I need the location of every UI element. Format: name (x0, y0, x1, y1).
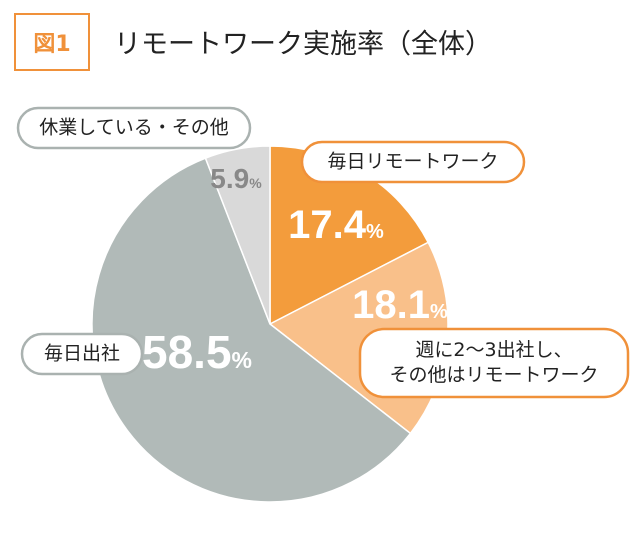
slice-value-label-2: 58.5% (142, 326, 252, 378)
slice-value-label-1: 18.1% (352, 283, 448, 327)
figure-title: リモートワーク実施率（全体） (114, 29, 492, 60)
figure-number-badge: 図1 (14, 13, 90, 71)
slice-callout-3: 休業している・その他 (16, 106, 252, 150)
slice-callout-1: 週に2〜3出社し、その他はリモートワーク (358, 327, 630, 399)
slice-value-label-0: 17.4% (288, 203, 384, 247)
slice-category-label-3: 休業している・その他 (39, 117, 228, 139)
slice-category-label-2: 毎日出社 (44, 343, 120, 365)
pie-slice-3 (204, 145, 271, 325)
slice-category-label-0: 毎日リモートワーク (327, 151, 498, 173)
pie-slice-2 (91, 157, 412, 503)
slice-callout-2: 毎日出社 (20, 332, 144, 376)
slice-callout-0: 毎日リモートワーク (300, 140, 526, 184)
slice-value-label-3: 5.9% (210, 163, 262, 194)
slice-category-label-1: 週に2〜3出社し、その他はリモートワーク (389, 339, 598, 386)
